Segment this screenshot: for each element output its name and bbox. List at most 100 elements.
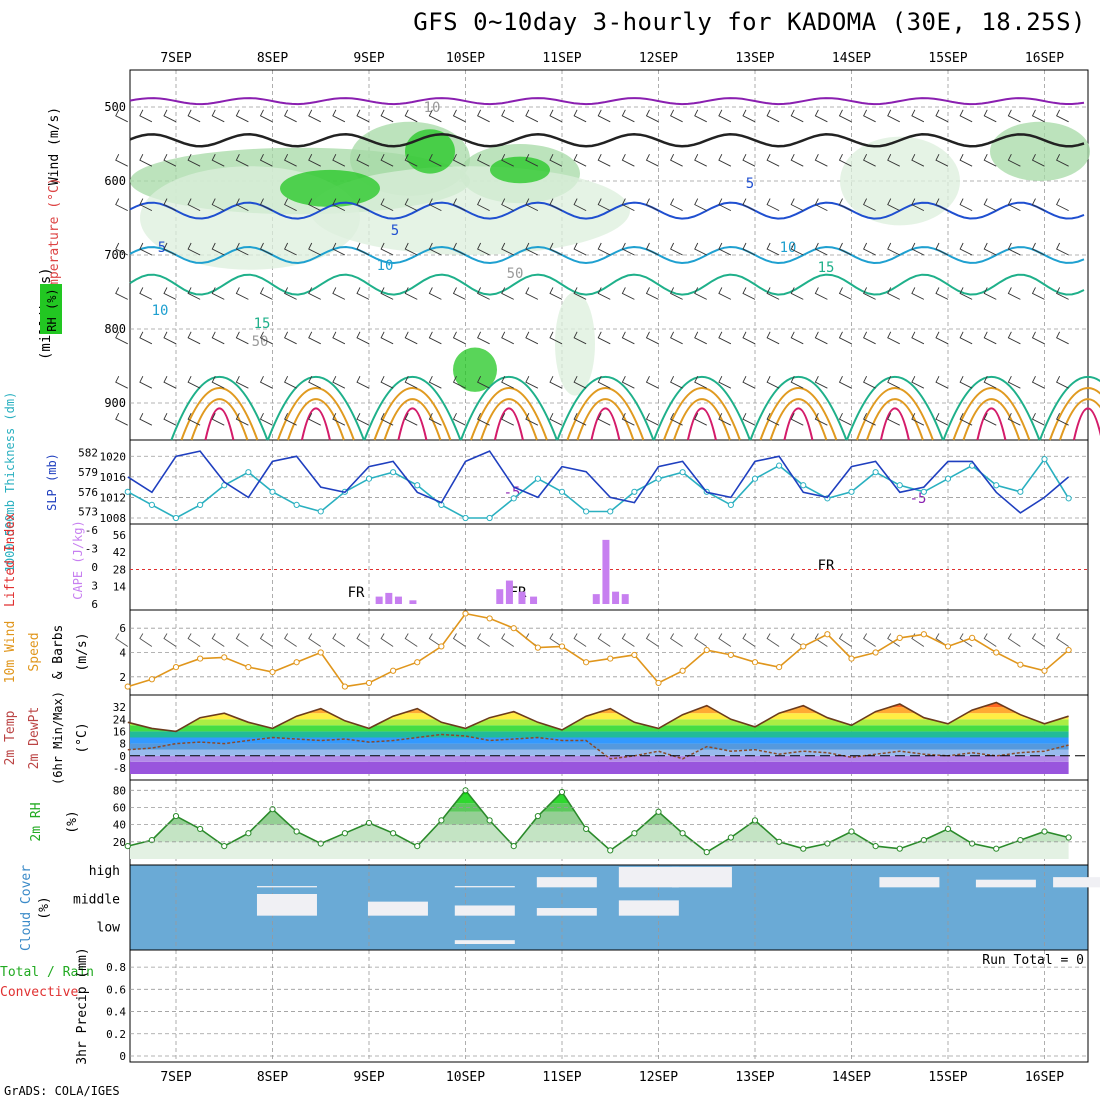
- wind-barb: [452, 109, 466, 123]
- wind10m-barb: [645, 633, 659, 647]
- wind-barb: [452, 198, 466, 212]
- temp-color-band: [130, 743, 1069, 750]
- cape-bar: [496, 589, 504, 604]
- wind-barb: [428, 109, 442, 123]
- wind-barb: [597, 375, 611, 389]
- wind-barb: [477, 412, 490, 426]
- rh2m-line-point: [558, 788, 566, 796]
- wind-barb: [742, 331, 756, 345]
- wind-barb: [935, 287, 949, 300]
- wind-barb: [1031, 153, 1045, 167]
- rh2m-line-point: [872, 843, 879, 850]
- isotherm-10: [129, 245, 1085, 265]
- temp-color-band: [130, 719, 1069, 726]
- rh2m-line-point: [1017, 837, 1024, 844]
- wind-barb: [356, 287, 370, 300]
- y-tick-label-thickness: 576: [78, 486, 98, 499]
- cape-bar: [409, 600, 417, 604]
- cape-bar: [621, 594, 629, 604]
- wind-barb: [959, 153, 973, 167]
- wind-barb: [983, 287, 997, 300]
- contour-label: 50: [507, 266, 524, 282]
- rh-shading-region: [840, 136, 960, 226]
- axis-label-3hr-precip: 3hr Precip (mm): [75, 947, 90, 1064]
- wind10m-speed-line-point: [703, 646, 710, 654]
- rh2m-line-point: [245, 830, 252, 837]
- y-tick-label-wind: 2: [119, 671, 126, 684]
- contour-label: 5: [158, 240, 166, 256]
- contour-label: 5: [746, 176, 754, 192]
- wind-barb: [597, 287, 611, 300]
- wind-barb: [308, 412, 321, 426]
- x-tick-label-bottom: 13SEP: [735, 1070, 774, 1085]
- wind-barb: [1007, 242, 1021, 256]
- x-tick-label-top: 12SEP: [639, 51, 678, 66]
- y-tick-label-cape: 56: [113, 529, 126, 542]
- wind-barb: [428, 331, 442, 345]
- x-tick-label-bottom: 8SEP: [257, 1070, 288, 1085]
- wind-barb: [670, 153, 683, 167]
- wind10m-barb: [959, 633, 973, 647]
- wind-barb: [790, 242, 804, 256]
- wind-barb: [332, 375, 346, 389]
- y-tick-label-cape: 42: [113, 546, 126, 559]
- wind-barb: [163, 242, 177, 256]
- wind-barb: [887, 242, 900, 256]
- axis-label-rh: RH (%): [45, 288, 59, 331]
- wind10m-speed-line-point: [1041, 667, 1048, 674]
- wind-barb: [501, 109, 514, 123]
- wind-barb: [187, 198, 201, 212]
- wind-barb: [477, 109, 490, 123]
- freezing-level-line: [129, 133, 1085, 148]
- wind-barb: [139, 412, 153, 426]
- rh2m-line-point: [751, 817, 759, 824]
- wind-barb: [959, 412, 973, 426]
- y-tick-label-precip: 0.2: [106, 1028, 126, 1041]
- wind-barb: [573, 109, 587, 123]
- wind10m-speed-line-point: [1017, 661, 1024, 668]
- thickness-line-point: [510, 495, 517, 502]
- wind-barb: [911, 242, 925, 256]
- wind-barb: [814, 412, 828, 426]
- wind10m-speed-line-point: [969, 634, 976, 642]
- wind-barb: [621, 412, 635, 426]
- wind10m-barb: [1007, 633, 1021, 647]
- wind-barb: [380, 331, 394, 345]
- wind-barb: [1007, 109, 1021, 123]
- wind-barb: [694, 198, 707, 212]
- wind-barb: [838, 375, 852, 389]
- wind-barb: [694, 412, 707, 426]
- wind-barb: [525, 242, 539, 256]
- axis-label-total-rain: Total / Rain: [0, 965, 94, 980]
- wind-barb: [380, 412, 394, 426]
- wind-barb: [308, 198, 321, 212]
- wind-barb: [332, 242, 346, 256]
- wind-barb: [621, 242, 635, 256]
- rh2m-line-point: [1041, 828, 1048, 835]
- wind-barb: [766, 109, 780, 123]
- wind-barb: [573, 412, 587, 426]
- wind-barb: [790, 109, 804, 123]
- wind-barb: [477, 153, 490, 167]
- wind-barb: [983, 198, 997, 212]
- wind-barb: [766, 375, 780, 389]
- wind-barb: [115, 109, 128, 123]
- wind-barb: [645, 375, 659, 389]
- x-tick-label-top: 7SEP: [160, 51, 191, 66]
- wind10m-barb: [718, 633, 732, 647]
- rh2m-line-point: [607, 847, 614, 854]
- wind-barb: [308, 109, 321, 123]
- wind-barb: [452, 287, 466, 300]
- wind-barb: [718, 331, 732, 345]
- wind-barb: [356, 242, 370, 256]
- y-tick-label-temp: 8: [119, 738, 126, 751]
- wind-barb: [139, 109, 153, 123]
- wind-barb: [139, 287, 153, 300]
- wind-barb: [452, 331, 466, 345]
- rh2m-line-point: [365, 819, 373, 827]
- wind-barb: [525, 412, 539, 426]
- wind-barb: [115, 412, 128, 426]
- wind-barb: [308, 331, 321, 345]
- y-tick-label-thickness: 582: [78, 447, 98, 460]
- axis-label-unit: (°C): [75, 722, 90, 753]
